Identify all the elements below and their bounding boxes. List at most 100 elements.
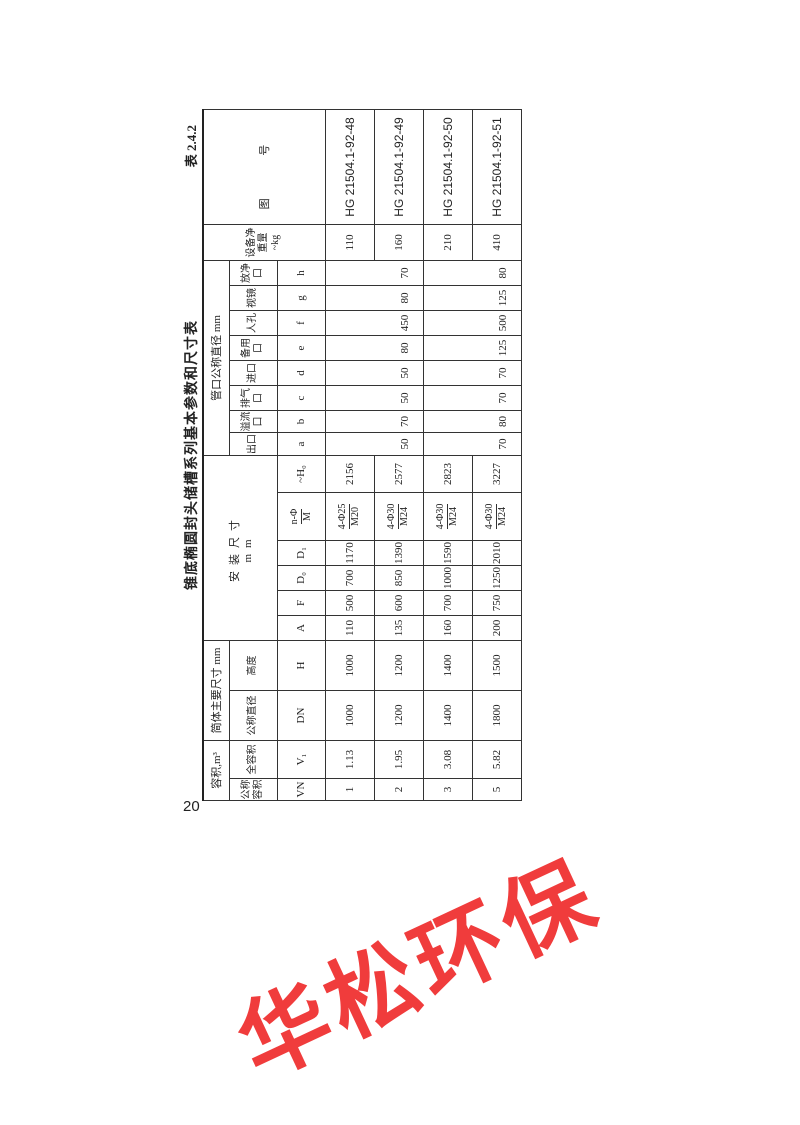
sym-a-install: A xyxy=(277,615,325,641)
table-row: 2 1.95 1200 1200 135 600 850 1390 4-Φ30 M24 2577 16… xyxy=(374,109,423,801)
cell-nozzle-a: 70 xyxy=(423,432,521,456)
full-volume-header: 全容积 xyxy=(229,740,277,779)
cell-a: 135 xyxy=(374,615,423,641)
sym-nphi-den: M xyxy=(301,512,313,521)
cell-a: 160 xyxy=(423,615,472,641)
cell-nozzle-d: 50 xyxy=(325,360,423,386)
sym-d0: D₀ xyxy=(277,565,325,591)
inlet-header: 进口 xyxy=(229,360,277,386)
sightglass-header: 视镜 xyxy=(229,285,277,311)
install-group-header: 安装尺寸 mm xyxy=(203,455,277,641)
weight-header: 设备净重量 ~kg xyxy=(203,224,325,261)
cell-nozzle-e: 125 xyxy=(423,335,521,361)
cell-d0: 1000 xyxy=(423,565,472,591)
cell-f: 600 xyxy=(374,590,423,616)
cell-h: 1400 xyxy=(423,640,472,691)
cell-h0: 2577 xyxy=(374,455,423,493)
cell-h: 1200 xyxy=(374,640,423,691)
cell-dn: 1200 xyxy=(374,690,423,741)
cell-nphi: 4-Φ30 M24 xyxy=(374,492,423,541)
volume-group-header: 容积,m³ xyxy=(203,740,229,801)
outlet-header: 出口 xyxy=(229,432,277,456)
sym-h0: ~H₀ xyxy=(277,455,325,493)
sym-f-install: F xyxy=(277,590,325,616)
cell-f: 500 xyxy=(325,590,374,616)
manhole-header: 人孔 xyxy=(229,310,277,336)
rotated-page-content: 锥底椭圆封头储槽系列基本参数和尺寸表 表 2.4.2 容积,m³ 简体主要尺寸 … xyxy=(178,105,521,805)
cell-d0: 850 xyxy=(374,565,423,591)
cell-h0: 2823 xyxy=(423,455,472,493)
cell-nphi: 4-Φ30 M24 xyxy=(472,492,521,541)
cell-nphi-den: M20 xyxy=(350,507,361,526)
cell-nozzle-b: 70 xyxy=(325,410,423,433)
cell-weight: 410 xyxy=(472,224,521,261)
cell-d1: 1390 xyxy=(374,540,423,566)
sym-d1: D₁ xyxy=(277,540,325,566)
sym-h-drain: h xyxy=(277,260,325,286)
cell-v1: 1.95 xyxy=(374,740,423,779)
drain-header: 放净口 xyxy=(229,260,277,286)
cell-nozzle-h: 80 xyxy=(423,260,521,286)
sym-v1: V₁ xyxy=(277,740,325,779)
cell-vn: 5 xyxy=(472,778,521,801)
page-number: 20 xyxy=(183,798,200,815)
cell-nozzle-a: 50 xyxy=(325,432,423,456)
cell-d0: 700 xyxy=(325,565,374,591)
cell-f: 750 xyxy=(472,590,521,616)
cell-vn: 3 xyxy=(423,778,472,801)
cell-d0: 1250 xyxy=(472,565,521,591)
sym-c: c xyxy=(277,385,325,411)
cell-weight: 210 xyxy=(423,224,472,261)
cell-v1: 5.82 xyxy=(472,740,521,779)
cell-d1: 1590 xyxy=(423,540,472,566)
cell-nozzle-c: 50 xyxy=(325,385,423,411)
cell-nphi-den: M24 xyxy=(448,507,459,526)
sym-nphi: n-Φ M xyxy=(277,492,325,541)
cell-v1: 3.08 xyxy=(423,740,472,779)
cell-dn: 1000 xyxy=(325,690,374,741)
sym-b: b xyxy=(277,410,325,433)
cell-drawing-number: HG 21504.1-92-50 xyxy=(423,109,472,225)
cell-drawing-number: HG 21504.1-92-48 xyxy=(325,109,374,225)
shell-group-header: 简体主要尺寸 mm xyxy=(203,640,229,741)
sym-d: d xyxy=(277,360,325,386)
cell-vn: 2 xyxy=(374,778,423,801)
table-title: 锥底椭圆封头储槽系列基本参数和尺寸表 xyxy=(185,320,200,590)
cell-h0: 2156 xyxy=(325,455,374,493)
cell-d1: 2010 xyxy=(472,540,521,566)
cell-v1: 1.13 xyxy=(325,740,374,779)
cell-nozzle-f: 500 xyxy=(423,310,521,336)
cell-dn: 1800 xyxy=(472,690,521,741)
cell-nozzle-e: 80 xyxy=(325,335,423,361)
cell-nozzle-g: 80 xyxy=(325,285,423,311)
cell-nphi-den: M24 xyxy=(497,507,508,526)
cell-weight: 160 xyxy=(374,224,423,261)
cell-vn: 1 xyxy=(325,778,374,801)
sym-vn: VN xyxy=(277,778,325,801)
overflow-header: 溢流口 xyxy=(229,410,277,433)
cell-nozzle-d: 70 xyxy=(423,360,521,386)
cell-nphi-num: 4-Φ30 xyxy=(484,503,497,530)
cell-nozzle-f: 450 xyxy=(325,310,423,336)
sym-nphi-num: n-Φ xyxy=(288,508,302,525)
table-row: 3 3.08 1400 1400 160 700 1000 1590 4-Φ30 M24 2823 7… xyxy=(423,109,521,801)
cell-nphi-den: M24 xyxy=(399,507,410,526)
table-row: 5 5.82 1800 1500 200 750 1250 2010 4-Φ30 M24 3227 4… xyxy=(472,109,521,801)
cell-nphi-num: 4-Φ25 xyxy=(337,503,350,530)
cell-a: 110 xyxy=(325,615,374,641)
cell-nphi: 4-Φ30 M24 xyxy=(423,492,472,541)
cell-nozzle-b: 80 xyxy=(423,410,521,433)
height-header: 高度 xyxy=(229,640,277,691)
nominal-dia-header: 公称直径 xyxy=(229,690,277,741)
table-number: 表 2.4.2 xyxy=(184,125,199,168)
cell-nozzle-g: 125 xyxy=(423,285,521,311)
cell-nozzle-h: 70 xyxy=(325,260,423,286)
cell-d1: 1170 xyxy=(325,540,374,566)
cell-h: 1500 xyxy=(472,640,521,691)
cell-drawing-number: HG 21504.1-92-51 xyxy=(472,109,521,225)
cell-f: 700 xyxy=(423,590,472,616)
cell-nozzle-c: 70 xyxy=(423,385,521,411)
cell-dn: 1400 xyxy=(423,690,472,741)
vent-header: 排气口 xyxy=(229,385,277,411)
spare-header: 备用口 xyxy=(229,335,277,361)
